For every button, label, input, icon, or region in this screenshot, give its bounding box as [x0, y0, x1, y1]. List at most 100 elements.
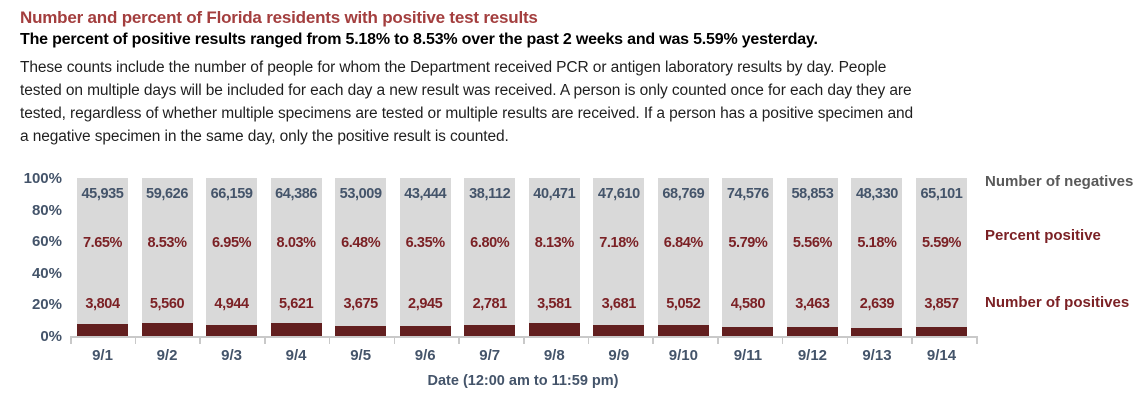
y-axis-tick-label: 100% — [23, 170, 62, 187]
positives-value-label: 3,463 — [795, 296, 830, 312]
x-axis-tick — [911, 336, 913, 344]
bar-9-9: 47,610 7.18% 3,681 — [593, 178, 645, 336]
x-axis-tick — [264, 336, 266, 344]
positive-segment — [722, 326, 774, 336]
negatives-value-label: 74,576 — [726, 186, 769, 202]
x-axis-category-label: 9/4 — [285, 347, 307, 364]
positive-segment — [528, 323, 580, 336]
negatives-value-label: 64,386 — [275, 186, 318, 202]
x-axis-tick — [781, 336, 784, 344]
negatives-value-label: 65,101 — [920, 186, 963, 202]
x-axis-category-label: 9/3 — [221, 347, 242, 364]
x-axis-category-label: 9/2 — [156, 347, 178, 364]
bar-9-7: 38,112 6.80% 2,781 — [464, 178, 516, 336]
x-axis-tick — [70, 336, 72, 344]
y-axis-tick-label: 80% — [31, 201, 62, 219]
x-axis-tick — [652, 336, 654, 344]
x-axis-category-label: 9/6 — [414, 347, 436, 364]
percent-positive-label: 6.95% — [212, 235, 252, 251]
positives-value-label: 3,804 — [85, 296, 120, 312]
positives-value-label: 3,681 — [601, 296, 637, 312]
positives-value-label: 4,944 — [214, 296, 249, 312]
legend-item-number-of-negatives: Number of negatives — [985, 173, 1134, 190]
x-axis-tick — [328, 336, 331, 344]
negatives-value-label: 68,769 — [662, 186, 705, 202]
percent-positive-label: 7.18% — [599, 235, 639, 251]
positive-segment — [206, 325, 258, 336]
bar-9-10: 68,769 6.84% 5,052 — [657, 178, 709, 336]
bar-9-8: 40,471 8.13% 3,581 — [528, 178, 580, 336]
bar-9-14: 65,101 5.59% 3,857 — [916, 178, 967, 336]
legend-item-percent-positive: Percent positive — [985, 227, 1101, 244]
percent-positive-label: 7.65% — [82, 235, 123, 251]
positive-segment — [141, 322, 193, 336]
positive-segment — [786, 327, 838, 336]
positives-value-label: 5,052 — [666, 296, 701, 312]
chart-description-line: a negative specimen in the same day, onl… — [20, 128, 509, 145]
positive-segment — [335, 325, 387, 336]
x-axis-category-label: 9/12 — [797, 347, 828, 364]
x-axis-category-label: 9/8 — [543, 347, 565, 364]
positive-segment — [916, 327, 967, 336]
x-axis-category-label: 9/5 — [350, 347, 372, 364]
positives-value-label: 5,560 — [149, 296, 185, 312]
positive-segment — [464, 325, 516, 336]
x-axis-title: Date (12:00 am to 11:59 pm) — [427, 373, 619, 389]
positives-value-label: 4,580 — [730, 296, 766, 312]
bar-9-12: 58,853 5.56% 3,463 — [786, 178, 838, 336]
x-axis-category-label: 9/11 — [733, 347, 763, 364]
percent-positive-label: 8.03% — [276, 235, 317, 251]
y-axis-tick-label: 40% — [31, 264, 62, 282]
negatives-value-label: 66,159 — [210, 186, 253, 202]
percent-positive-label: 6.80% — [470, 235, 510, 251]
x-axis-category-label: 9/10 — [668, 347, 698, 364]
x-axis-tick — [587, 336, 590, 344]
negatives-value-label: 48,330 — [855, 186, 898, 202]
positive-segment — [270, 323, 322, 336]
x-axis-tick — [717, 336, 719, 344]
positives-value-label: 3,581 — [537, 296, 572, 312]
x-axis-tick — [523, 336, 525, 344]
negatives-value-label: 38,112 — [469, 186, 511, 202]
bar-9-5: 53,009 6.48% 3,675 — [335, 178, 387, 336]
chart-description-line: These counts include the number of peopl… — [20, 59, 887, 76]
negatives-value-label: 40,471 — [533, 186, 576, 202]
negatives-value-label: 53,009 — [339, 186, 382, 202]
positive-segment — [851, 327, 903, 336]
y-axis-tick-label: 20% — [31, 296, 62, 314]
percent-positive-label: 8.53% — [147, 235, 187, 251]
percent-positive-label: 6.84% — [663, 235, 704, 251]
bar-9-13: 48,330 5.18% 2,639 — [851, 178, 903, 336]
percent-positive-label: 5.59% — [921, 235, 962, 251]
negatives-value-label: 43,444 — [404, 186, 447, 202]
percent-positive-label: 6.48% — [341, 235, 381, 251]
x-axis-category-label: 9/9 — [608, 347, 630, 364]
negatives-value-label: 58,853 — [791, 186, 834, 202]
percent-positive-label: 6.35% — [405, 235, 446, 251]
percent-positive-label: 5.79% — [728, 235, 768, 251]
positive-segment — [593, 324, 645, 336]
percent-positive-label: 5.18% — [857, 235, 897, 251]
x-axis-category-label: 9/13 — [862, 347, 892, 364]
positive-segment — [657, 325, 709, 336]
x-axis-category-label: 9/14 — [926, 347, 957, 364]
x-axis-tick — [976, 336, 978, 344]
legend-item-number-of-positives: Number of positives — [985, 294, 1130, 311]
positives-value-label: 5,621 — [278, 296, 314, 312]
y-axis-tick-label: 60% — [31, 233, 62, 251]
chart-description-line: tested, regardless of whether multiple s… — [20, 105, 914, 122]
bar-9-6: 43,444 6.35% 2,945 — [399, 178, 451, 336]
positive-segment — [399, 326, 451, 336]
x-axis-tick — [458, 336, 460, 344]
positives-value-label: 2,945 — [408, 296, 443, 312]
negatives-value-label: 59,626 — [146, 186, 188, 202]
positives-value-label: 3,857 — [924, 296, 959, 312]
negatives-value-label: 45,935 — [81, 186, 124, 202]
x-axis-tick — [846, 336, 849, 344]
chart-title: Number and percent of Florida residents … — [20, 8, 538, 27]
positives-value-label: 2,781 — [472, 296, 508, 312]
positives-value-label: 3,675 — [343, 296, 378, 312]
x-axis-category-label: 9/1 — [92, 347, 113, 364]
y-axis-tick-label: 0% — [40, 328, 62, 345]
